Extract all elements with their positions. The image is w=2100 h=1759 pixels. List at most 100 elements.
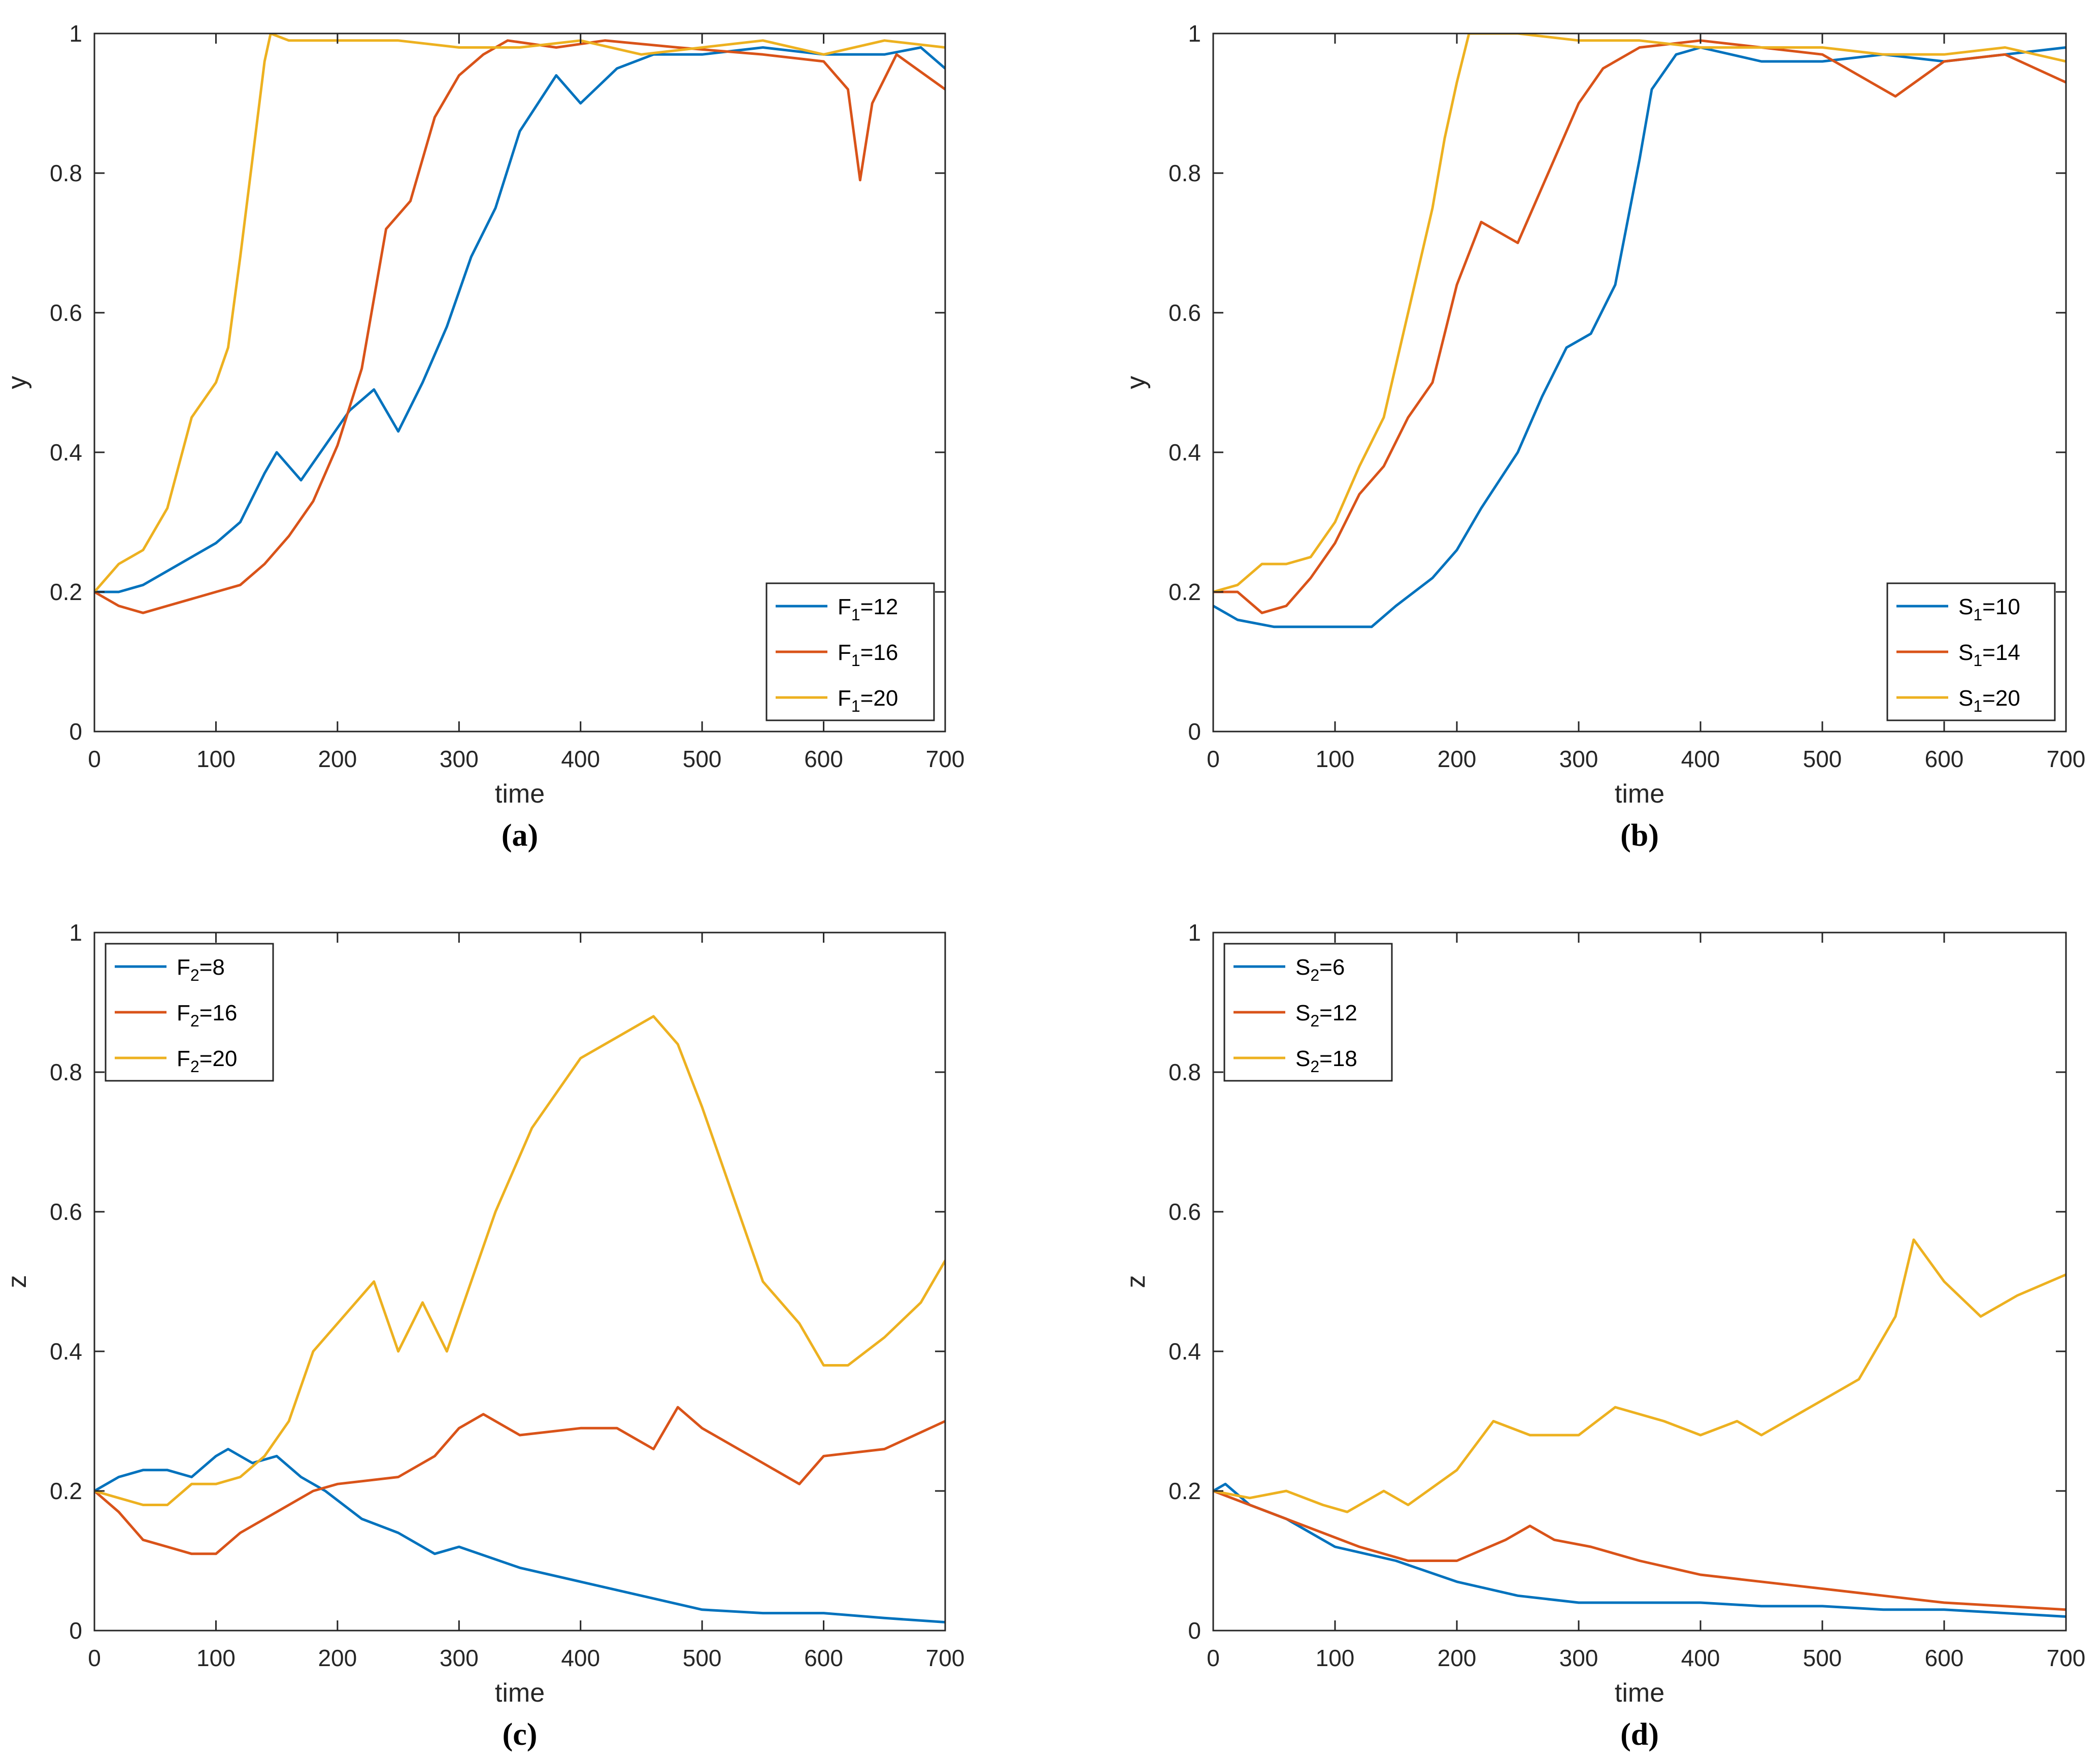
chart-panel-a: 0 100 200 300 400 500 600 700 0 0.2 0.4 0.6 0.8 1 time… [3,20,964,853]
y-tick-label: 0 [69,718,82,745]
x-tick-label: 0 [1207,746,1220,772]
y-tick-label: 1 [69,919,82,946]
legend-entry-s2-12: S2=12 [1295,1001,1357,1030]
y-tick-label: 1 [69,20,82,47]
chart-panel-b: 0 100 200 300 400 500 600 700 0 0.2 0.4 0.6 0.8 1 time… [1121,20,2085,853]
legend: F1=12 F1=16 F1=20 [765,582,935,721]
series-line-f1-20 [94,34,945,593]
chart-panel-d: 0 100 200 300 400 500 600 700 0 0.2 0.4 0.6 0.8 1 time… [1121,919,2085,1752]
series-line-s1-14 [1213,39,2066,614]
x-tick-label: 100 [1316,1645,1355,1671]
panel-label: (b) [1620,818,1659,853]
x-tick-label: 500 [683,746,722,772]
series-line-s2-12 [1213,1489,2066,1611]
series-line-f2-16 [94,1406,945,1555]
axes-frame [93,932,946,1632]
y-tick-label: 0.4 [50,439,82,466]
legend-entry-f2-8: F2=8 [177,955,225,984]
x-tick-label: 0 [88,746,101,772]
x-tick-label: 300 [440,1645,479,1671]
x-tick-label: 600 [804,746,843,772]
chart-panel-c: 0 100 200 300 400 500 600 700 0 0.2 0.4 0.6 0.8 1 time… [3,919,964,1752]
x-tick-label: 300 [1559,746,1598,772]
x-tick-label: 100 [1316,746,1355,772]
legend-entry-f1-20: F1=20 [838,686,898,715]
y-tick-label: 0.4 [1169,1338,1201,1365]
y-tick-label: 0.2 [50,579,82,605]
legend-entry-s1-14: S1=14 [1958,640,2020,670]
y-tick-label: 0.2 [1169,1478,1201,1504]
x-tick-label: 200 [318,1645,357,1671]
y-tick-label: 0.8 [1169,160,1201,186]
series-line-f2-8 [94,1448,945,1623]
panel-label: (c) [503,1717,538,1752]
series-line-s2-6 [1213,1482,2066,1618]
x-tick-label: 400 [561,746,600,772]
x-tick-label: 400 [1681,746,1720,772]
y-tick-label: 0.6 [1169,300,1201,326]
panel-label: (a) [502,818,538,853]
y-tick-label: 0.8 [50,160,82,186]
x-tick-label: 400 [1681,1645,1720,1671]
x-tick-label: 700 [2047,746,2086,772]
x-tick-label: 500 [1803,1645,1842,1671]
y-tick-label: 0.2 [50,1478,82,1504]
legend-entry-s1-20: S1=20 [1958,686,2020,715]
y-axis-label: y [1121,376,1151,389]
series-line-s1-10 [1213,46,2066,628]
axes-frame [1212,32,2067,733]
x-axis-label: time [495,1678,545,1708]
axes-frame [93,32,946,733]
y-tick-label: 0.6 [1169,1199,1201,1225]
legend-entry-s1-10: S1=10 [1958,594,2020,624]
y-tick-label: 1 [1188,919,1201,946]
y-tick-label: 0.6 [50,300,82,326]
x-tick-label: 700 [926,1645,965,1671]
axes-frame [1212,932,2067,1632]
x-tick-label: 200 [1438,746,1477,772]
x-tick-label: 200 [318,746,357,772]
y-tick-label: 0 [1188,718,1201,745]
y-tick-label: 0.4 [50,1338,82,1365]
panel-label: (d) [1620,1717,1659,1752]
legend: S1=10 S1=14 S1=20 [1886,582,2056,721]
legend-entry-f2-20: F2=20 [177,1046,237,1076]
y-tick-label: 0.4 [1169,439,1201,466]
x-axis-label: time [1615,779,1664,809]
x-tick-label: 100 [196,746,236,772]
legend-entry-f2-16: F2=16 [177,1001,237,1030]
x-tick-label: 0 [88,1645,101,1671]
series-line-s2-18 [1213,1238,2066,1513]
series-line-f1-16 [94,39,945,614]
x-tick-label: 500 [1803,746,1842,772]
x-axis-label: time [1615,1678,1664,1708]
legend-entry-s2-18: S2=18 [1295,1046,1357,1076]
y-axis-label: y [3,376,32,389]
y-tick-label: 0.8 [50,1059,82,1085]
legend-entry-f1-16: F1=16 [838,640,898,670]
x-tick-label: 400 [561,1645,600,1671]
y-tick-label: 0 [1188,1617,1201,1644]
y-tick-label: 0.6 [50,1199,82,1225]
series-line-s1-20 [1213,34,2066,593]
x-tick-label: 700 [2047,1645,2086,1671]
y-tick-label: 1 [1188,20,1201,47]
x-tick-label: 700 [926,746,965,772]
x-tick-label: 200 [1438,1645,1477,1671]
x-tick-label: 600 [1925,1645,1964,1671]
y-tick-label: 0.8 [1169,1059,1201,1085]
x-tick-label: 600 [804,1645,843,1671]
legend-entry-f1-12: F1=12 [838,594,898,624]
x-tick-label: 300 [1559,1645,1598,1671]
x-tick-label: 100 [196,1645,236,1671]
y-axis-label: z [3,1275,32,1288]
x-axis-label: time [495,779,545,809]
legend: F2=8 F2=16 F2=20 [105,943,274,1082]
y-tick-label: 0.2 [1169,579,1201,605]
series-line-f2-20 [94,1015,945,1506]
x-tick-label: 500 [683,1645,722,1671]
x-tick-label: 600 [1925,746,1964,772]
x-tick-label: 0 [1207,1645,1220,1671]
series-line-f1-12 [94,46,945,593]
